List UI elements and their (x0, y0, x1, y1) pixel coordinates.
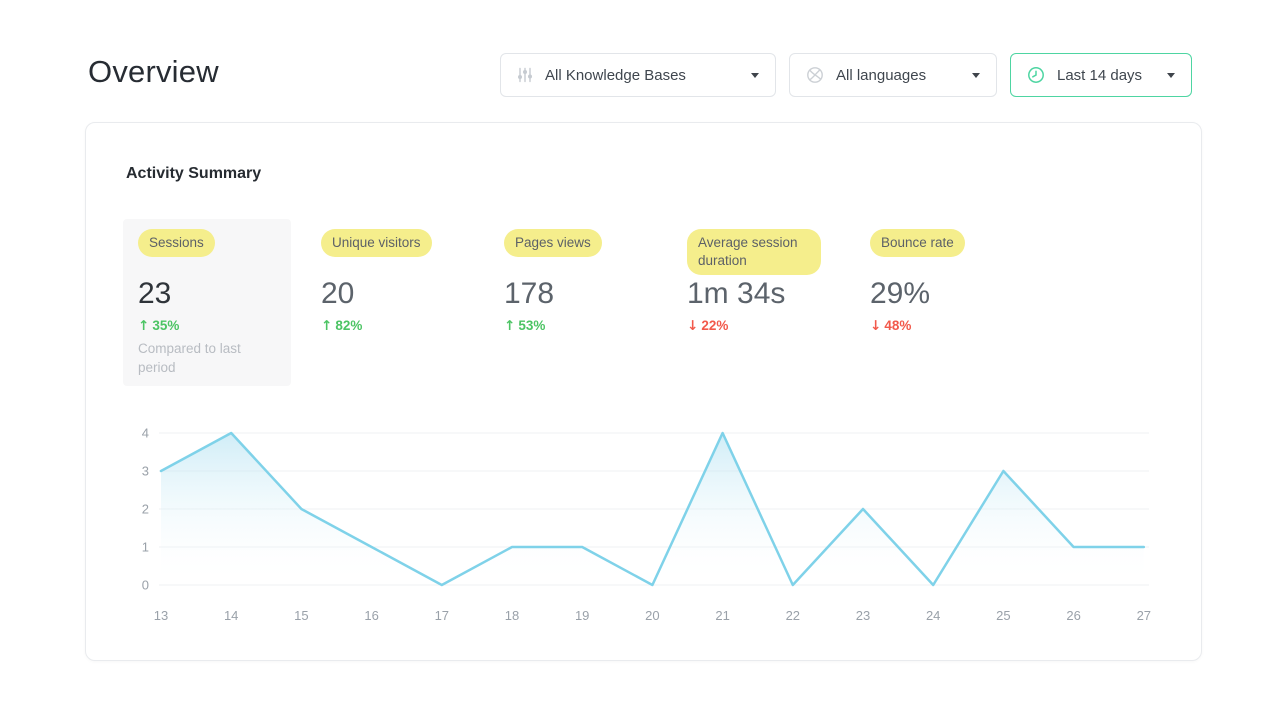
svg-text:27: 27 (1137, 608, 1151, 623)
up-arrow-icon: ↑ (321, 318, 333, 334)
up-arrow-icon: ↑ (504, 318, 516, 334)
svg-text:15: 15 (294, 608, 308, 623)
stat-value: 23 (138, 277, 172, 310)
globe-icon (806, 66, 824, 84)
svg-text:25: 25 (996, 608, 1010, 623)
stat-change-value: 35% (152, 318, 180, 333)
svg-text:24: 24 (926, 608, 940, 623)
stat-change: ↑ 53% (504, 318, 545, 334)
stats-row: Sessions 23 ↑ 35% Compared to last period… (123, 219, 1023, 386)
stat-change-value: 48% (884, 318, 912, 333)
stat-change-value: 53% (518, 318, 546, 333)
stat-value: 29% (870, 277, 931, 310)
card-title: Activity Summary (126, 165, 262, 182)
stat-note: Compared to last period (138, 341, 241, 375)
svg-text:19: 19 (575, 608, 589, 623)
page-title: Overview (88, 54, 219, 89)
svg-text:13: 13 (154, 608, 168, 623)
stat-label-pill: Sessions (138, 229, 215, 257)
svg-text:18: 18 (505, 608, 519, 623)
down-arrow-icon: ↓ (687, 318, 699, 334)
stat-value: 1m 34s (687, 277, 786, 310)
chevron-down-icon (972, 72, 980, 78)
stat-column-avg-session-duration[interactable]: Average session duration 1m 34s ↓ 22% (672, 219, 840, 386)
stat-column-bounce-rate[interactable]: Bounce rate 29% ↓ 48% (855, 219, 1023, 386)
stat-label-pill: Average session duration (687, 229, 821, 275)
svg-text:17: 17 (435, 608, 449, 623)
stat-label-pill: Pages views (504, 229, 602, 257)
stat-label-pill: Bounce rate (870, 229, 965, 257)
knowledge-bases-label: All Knowledge Bases (545, 66, 686, 84)
svg-text:14: 14 (224, 608, 238, 623)
stat-change: ↓ 48% (870, 318, 911, 334)
up-arrow-icon: ↑ (138, 318, 150, 334)
down-arrow-icon: ↓ (870, 318, 882, 334)
svg-text:20: 20 (645, 608, 659, 623)
stat-change: ↓ 22% (687, 318, 728, 334)
svg-text:1: 1 (142, 540, 149, 555)
svg-text:23: 23 (856, 608, 870, 623)
stat-change: ↑ 35% (138, 318, 179, 334)
stat-value: 178 (504, 277, 555, 310)
knowledge-bases-dropdown[interactable]: All Knowledge Bases (500, 53, 776, 97)
stat-value: 20 (321, 277, 355, 310)
svg-text:16: 16 (364, 608, 378, 623)
stat-change-value: 82% (335, 318, 363, 333)
chevron-down-icon (751, 72, 759, 78)
stat-column-pages-views[interactable]: Pages views 178 ↑ 53% (489, 219, 657, 386)
stat-label-pill: Unique visitors (321, 229, 432, 257)
svg-text:4: 4 (142, 426, 149, 441)
svg-text:22: 22 (786, 608, 800, 623)
svg-text:2: 2 (142, 502, 149, 517)
chevron-down-icon (1167, 72, 1175, 78)
activity-summary-card: Activity Summary Sessions 23 ↑ 35% Compar… (85, 122, 1202, 661)
languages-dropdown[interactable]: All languages (789, 53, 997, 97)
svg-text:3: 3 (142, 464, 149, 479)
svg-text:21: 21 (715, 608, 729, 623)
date-range-dropdown[interactable]: Last 14 days (1010, 53, 1192, 97)
stat-change-value: 22% (701, 318, 729, 333)
stat-column-unique-visitors[interactable]: Unique visitors 20 ↑ 82% (306, 219, 474, 386)
svg-text:0: 0 (142, 578, 149, 593)
languages-label: All languages (836, 66, 927, 84)
clock-icon (1027, 66, 1045, 84)
stat-change: ↑ 82% (321, 318, 362, 334)
date-range-label: Last 14 days (1057, 66, 1143, 84)
sliders-icon (517, 67, 533, 83)
svg-text:26: 26 (1066, 608, 1080, 623)
stat-column-sessions[interactable]: Sessions 23 ↑ 35% Compared to last period (123, 219, 291, 386)
